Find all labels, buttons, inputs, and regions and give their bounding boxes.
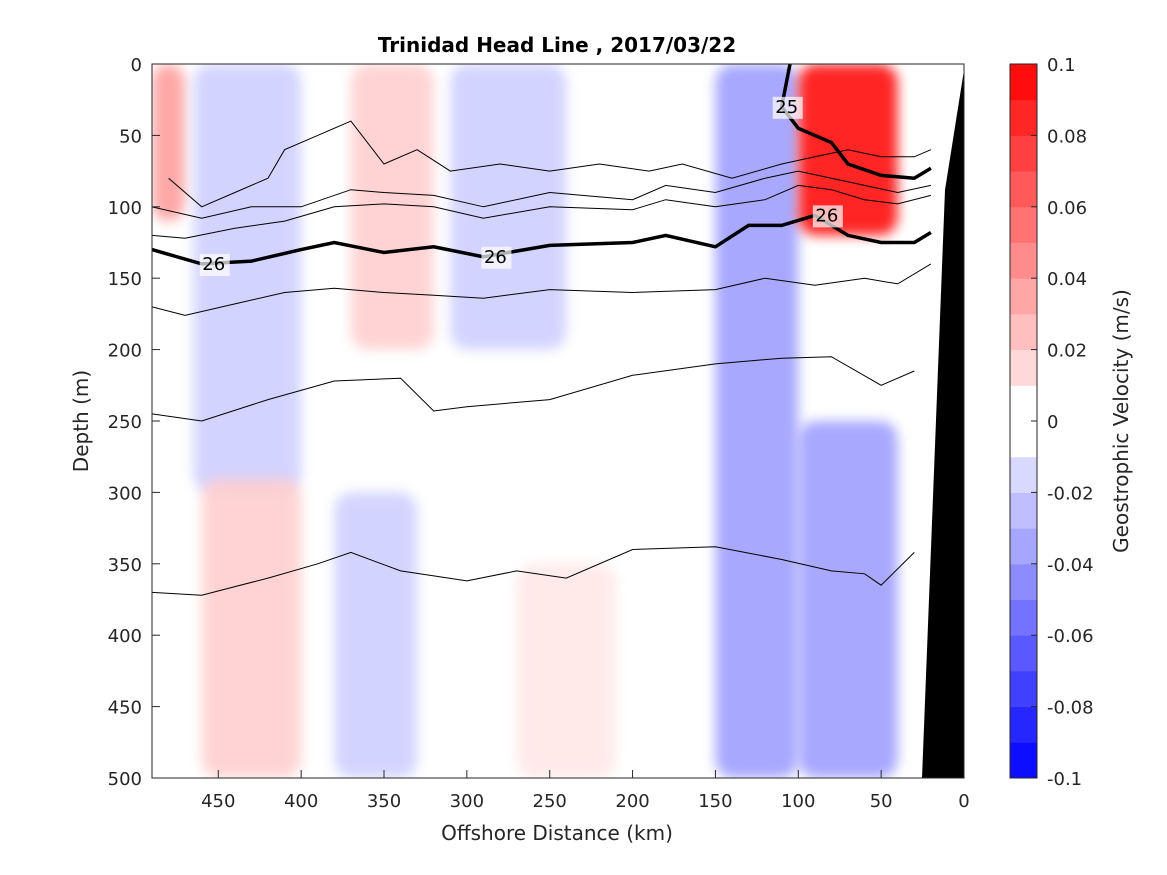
isopycnal-contours: 26 26 26 25 xyxy=(152,64,932,596)
seafloor xyxy=(922,70,964,778)
colorbar-band xyxy=(1010,278,1037,315)
x-axis-label: Offshore Distance (km) xyxy=(441,821,673,845)
colorbar-band xyxy=(1010,313,1037,351)
y-tick-label: 200 xyxy=(108,341,142,362)
x-tick-label: 0 xyxy=(958,791,969,812)
isopycnal-5 xyxy=(152,184,932,239)
colorbar-tick-label: -0.02 xyxy=(1047,483,1094,504)
colorbar-band xyxy=(1010,421,1037,458)
colorbar-band xyxy=(1010,528,1037,565)
isopycnal-0 xyxy=(152,263,932,316)
y-tick-label: 500 xyxy=(108,769,142,790)
colorbar-band xyxy=(1010,563,1037,600)
colorbar-band xyxy=(1010,135,1037,172)
isopycnal-7 xyxy=(168,120,932,208)
y-tick-label: 50 xyxy=(119,126,142,147)
x-tick-label: 250 xyxy=(533,791,567,812)
y-tick-label: 450 xyxy=(108,698,142,719)
contour-label-bg xyxy=(481,246,512,269)
colorbar-band xyxy=(1010,206,1037,243)
colorbar: 0.1 0.08 0.06 0.04 0.02 0 -0.02 -0.04 -0.06 -0.08… xyxy=(1009,55,1094,790)
colorbar-band xyxy=(1010,171,1037,208)
colorbar-band xyxy=(1010,242,1037,279)
colorbar-tick-label: -0.04 xyxy=(1047,555,1094,576)
colorbar-band xyxy=(1010,635,1037,672)
colorbar-label: Geostrophic Velocity (m/s) xyxy=(1109,289,1133,553)
colorbar-band xyxy=(1010,349,1037,386)
y-tick-label: 0 xyxy=(131,55,142,76)
y-tick-label: 350 xyxy=(108,555,142,576)
x-tick-label: 300 xyxy=(450,791,484,812)
colorbar-tick-label: 0.02 xyxy=(1047,341,1087,362)
isopycnal-6 xyxy=(152,170,932,219)
contour-label-bg xyxy=(772,96,803,119)
x-tick-label: 350 xyxy=(367,791,401,812)
contour-label-26: 26 xyxy=(484,247,507,268)
colorbar-band xyxy=(1010,492,1037,529)
isopycnal-2 xyxy=(152,546,915,596)
y-tick-label: 100 xyxy=(108,198,142,219)
velocity-patch-3 xyxy=(450,64,567,350)
velocity-patch-9 xyxy=(516,563,616,778)
velocity-patch-7 xyxy=(201,478,302,778)
velocity-patch-8 xyxy=(334,492,418,778)
velocity-field xyxy=(152,64,898,778)
colorbar-tick-label: 0.1 xyxy=(1047,55,1076,76)
velocity-patch-1 xyxy=(193,64,302,493)
isopycnal-1 xyxy=(152,356,915,422)
contour-label-bg xyxy=(199,253,230,276)
x-tick-label: 150 xyxy=(698,791,732,812)
colorbar-band xyxy=(1010,742,1037,779)
colorbar-band xyxy=(1010,599,1037,636)
contour-label-bg xyxy=(812,205,843,228)
y-tick-label: 150 xyxy=(108,269,142,290)
colorbar-tick-label: 0.06 xyxy=(1047,198,1087,219)
y-tick-label: 250 xyxy=(108,412,142,433)
contour-label-25: 25 xyxy=(775,97,798,118)
colorbar-tick-label: -0.06 xyxy=(1047,626,1094,647)
isopycnal-3 xyxy=(152,213,932,266)
x-tick-label: 200 xyxy=(615,791,649,812)
colorbar-band xyxy=(1010,706,1037,743)
colorbar-band xyxy=(1010,670,1037,708)
contour-label-26: 26 xyxy=(815,205,838,226)
colorbar-tick-label: 0 xyxy=(1047,412,1058,433)
velocity-patch-6 xyxy=(798,421,898,778)
colorbar-band xyxy=(1010,99,1037,136)
y-tick-label: 400 xyxy=(108,626,142,647)
colorbar-band xyxy=(1010,385,1037,422)
colorbar-tick-label: -0.1 xyxy=(1047,769,1082,790)
colorbar-band xyxy=(1010,456,1037,493)
colorbar-tick-label: 0.04 xyxy=(1047,269,1087,290)
colorbar-band xyxy=(1010,64,1037,101)
x-tick-label: 450 xyxy=(201,791,235,812)
contour-label-26: 26 xyxy=(202,254,225,275)
x-tick-label: 50 xyxy=(870,791,893,812)
colorbar-tick-label: 0.08 xyxy=(1047,126,1087,147)
velocity-patch-2 xyxy=(350,64,434,350)
y-axis: 0 50 100 150 200 250 300 350 400 450 500 xyxy=(108,55,160,790)
x-tick-label: 100 xyxy=(781,791,815,812)
y-tick-label: 300 xyxy=(108,483,142,504)
x-axis: 450 400 350 300 250 200 150 100 50 0 xyxy=(201,770,970,812)
velocity-patch-4 xyxy=(715,64,799,778)
velocity-patch-0 xyxy=(152,64,186,222)
x-tick-label: 400 xyxy=(284,791,318,812)
colorbar-tick-label: -0.08 xyxy=(1047,698,1094,719)
chart-title: Trinidad Head Line , 2017/03/22 xyxy=(378,33,736,57)
y-axis-label: Depth (m) xyxy=(69,370,93,472)
